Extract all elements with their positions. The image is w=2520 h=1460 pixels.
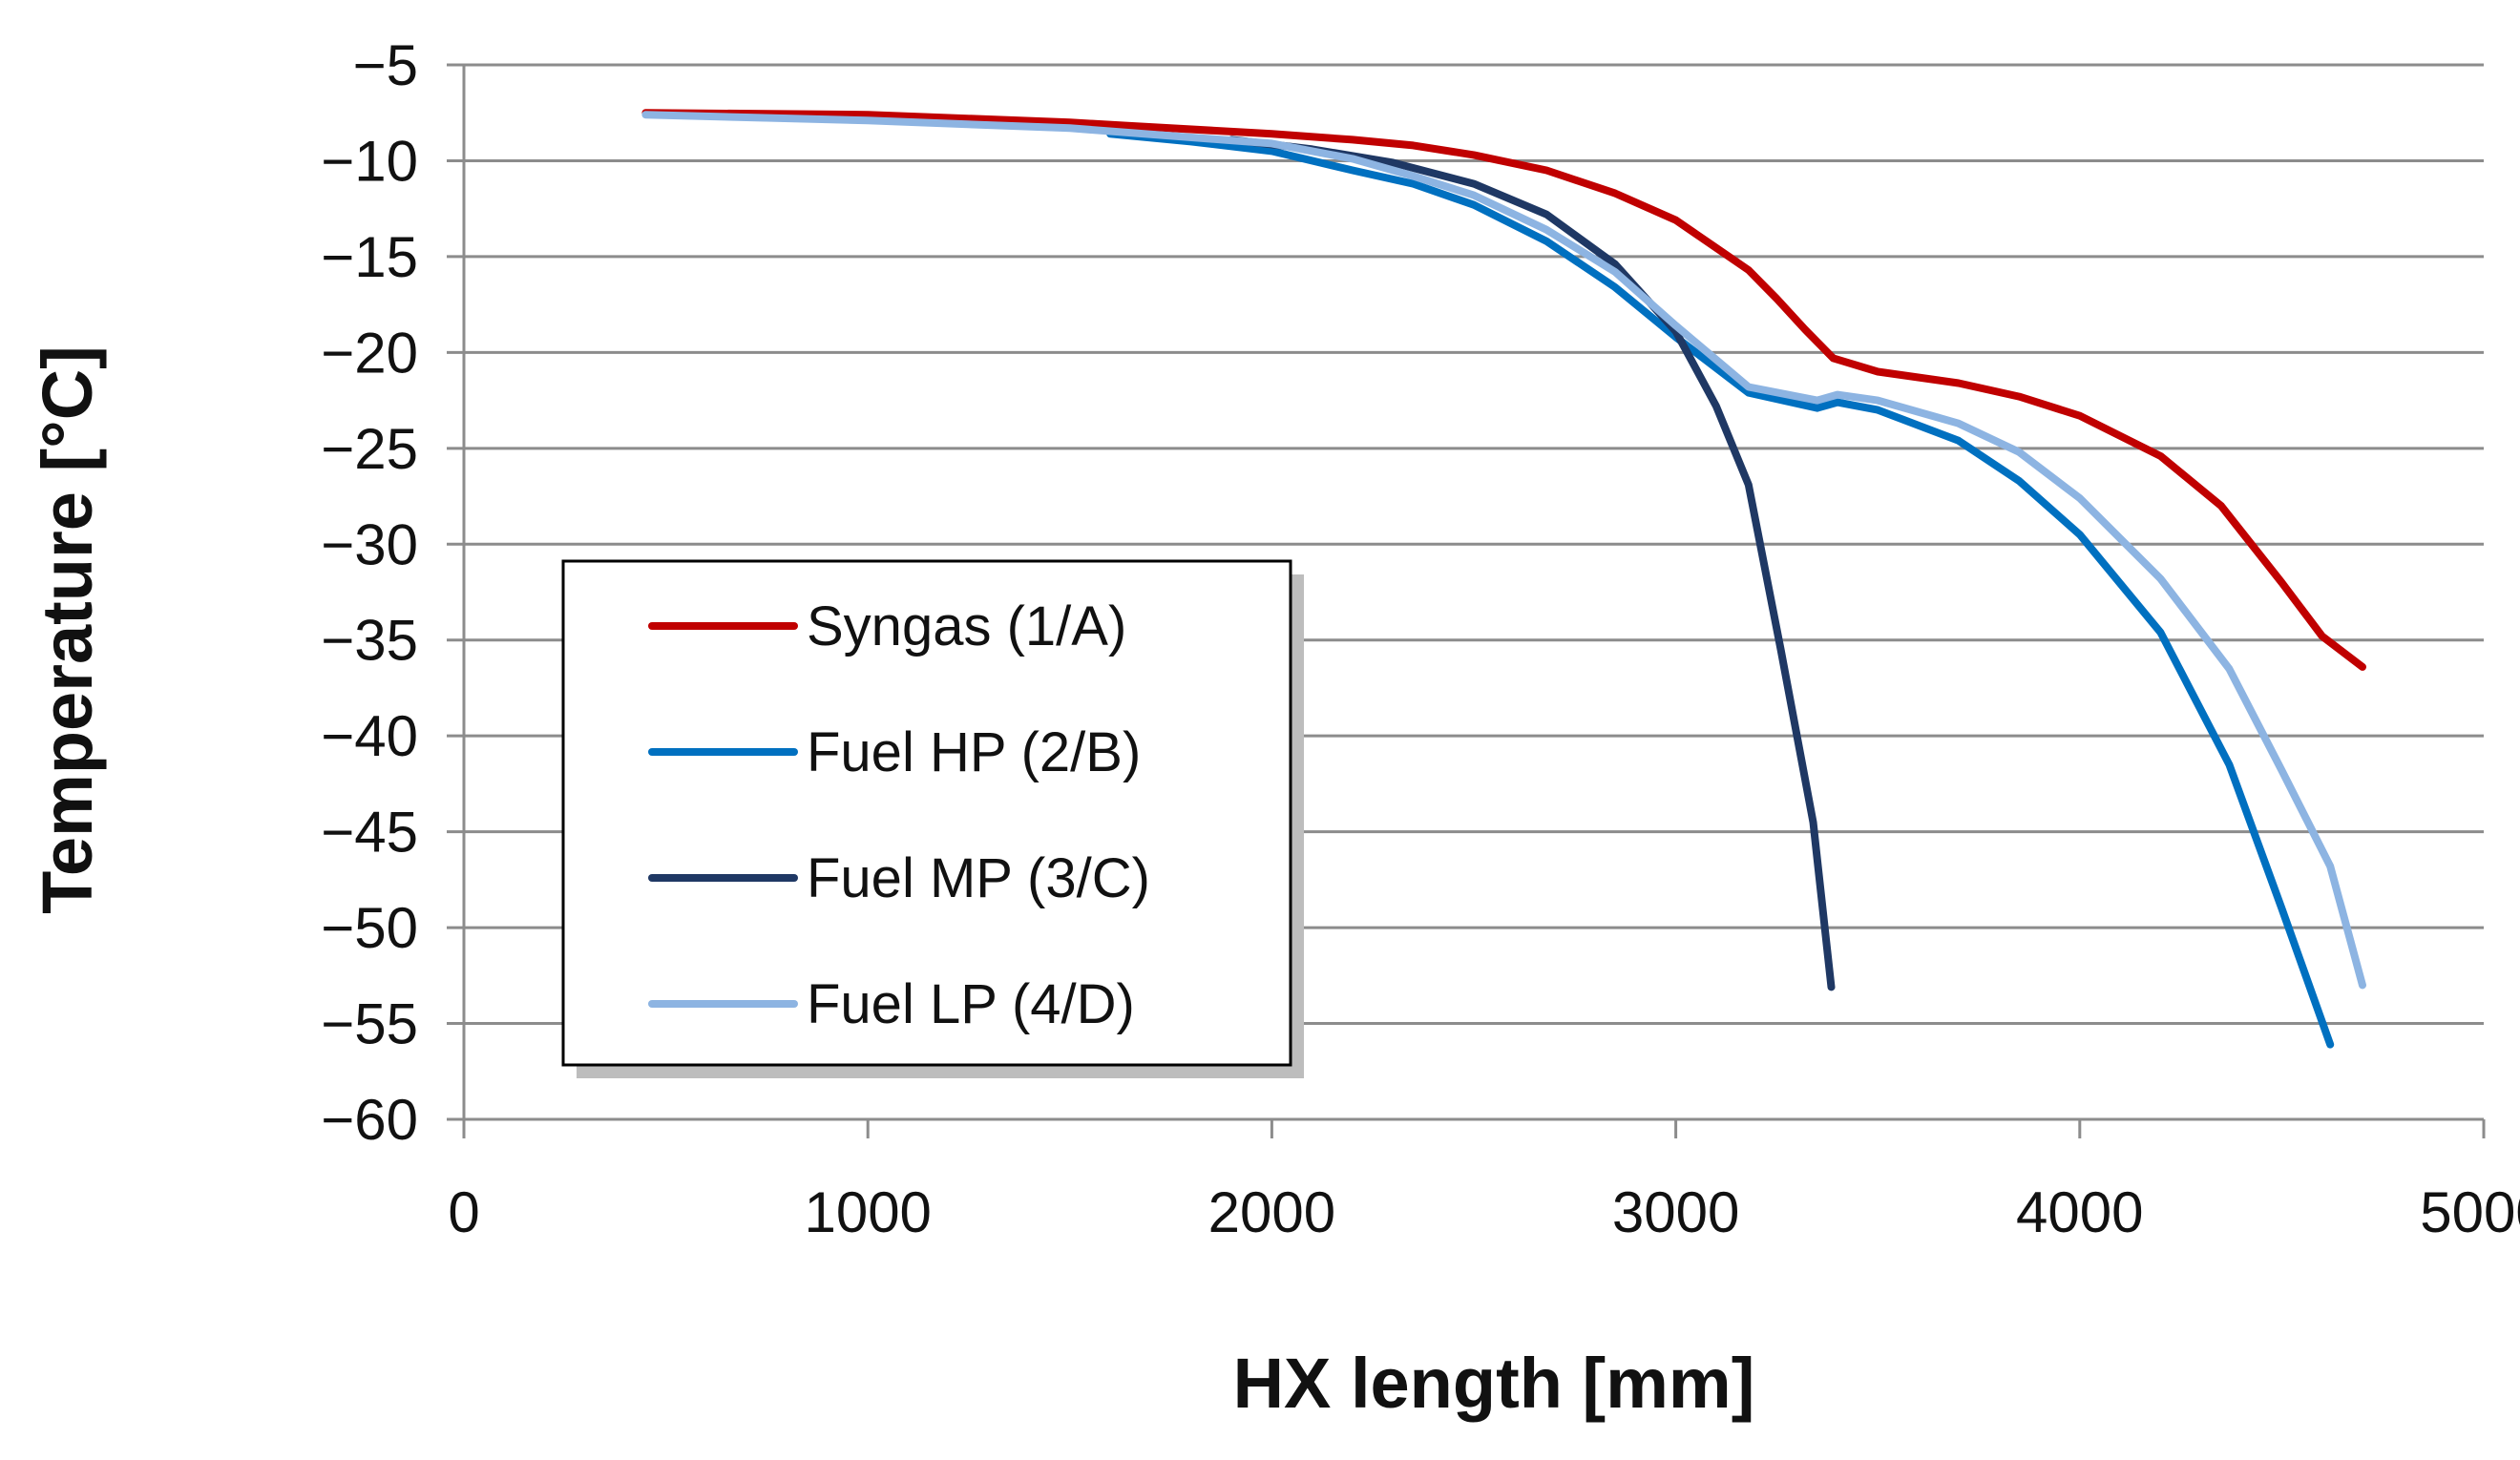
y-tick-label: −60 — [321, 1088, 418, 1152]
x-tick-label: 2000 — [1208, 1180, 1335, 1244]
y-tick-label: −40 — [321, 704, 418, 768]
series-line-2 — [1106, 130, 2335, 1049]
series-line-4 — [641, 111, 2366, 990]
y-tick-label: −15 — [321, 225, 418, 289]
legend-label-3: Fuel MP (3/C) — [807, 847, 1150, 909]
x-tick-label: 5000 — [2420, 1180, 2520, 1244]
x-tick-label: 0 — [448, 1180, 479, 1244]
y-tick-label: −25 — [321, 417, 418, 481]
y-tick-label: −5 — [353, 33, 418, 97]
x-tick-label: 1000 — [804, 1180, 931, 1244]
y-tick-label: −55 — [321, 992, 418, 1056]
y-tick-label: −10 — [321, 129, 418, 193]
legend-label-1: Syngas (1/A) — [807, 595, 1126, 657]
axes — [462, 65, 2486, 1138]
tick-labels: −5 −10 −15 −20 −25 −30 −35 −40 −45 −50 −55 −60 0 1000… — [321, 33, 2520, 1244]
legend-label-4: Fuel LP (4/D) — [807, 973, 1135, 1035]
y-tick-label: −50 — [321, 896, 418, 960]
y-tick-label: −35 — [321, 609, 418, 673]
y-tick-label: −30 — [321, 512, 418, 576]
x-tick-label: 3000 — [1612, 1180, 1739, 1244]
legend-label-2: Fuel HP (2/B) — [807, 721, 1141, 783]
series-line-1 — [641, 109, 2366, 671]
y-tick-label: −45 — [321, 801, 418, 865]
x-axis-title: HX length [mm] — [1233, 1344, 1755, 1423]
y-tick-label: −20 — [321, 321, 418, 385]
legend-box — [561, 559, 1292, 1067]
legend: Syngas (1/A) Fuel HP (2/B) Fuel MP (3/C) Fu… — [561, 559, 1304, 1078]
x-tick-label: 4000 — [2016, 1180, 2143, 1244]
series-lines — [641, 109, 2366, 1049]
y-axis-title: Temperature [°C] — [28, 345, 107, 914]
